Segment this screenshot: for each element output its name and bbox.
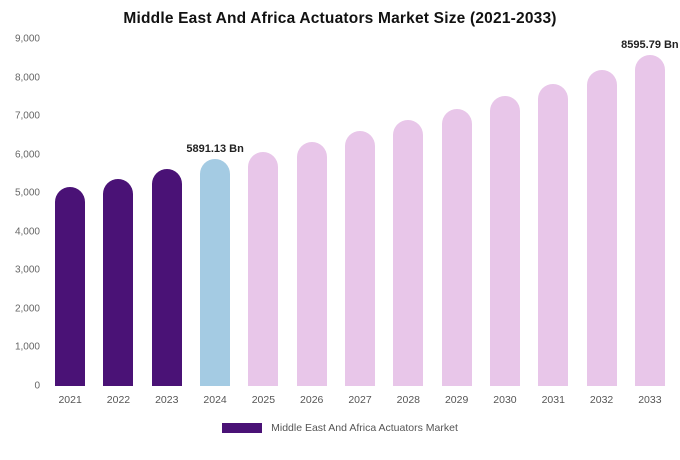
- bar-column-2022: [94, 39, 142, 386]
- x-axis-label-2029: 2029: [444, 394, 469, 406]
- bar-column-2030: [481, 39, 529, 386]
- bar-column-2025: [239, 39, 287, 386]
- bar-2033[interactable]: [634, 55, 665, 386]
- bar-2030[interactable]: [489, 96, 520, 386]
- x-axis-label-2031: 2031: [541, 394, 565, 406]
- y-axis-tick-5000: 5,000: [14, 187, 40, 199]
- bar-2024[interactable]: [200, 158, 231, 386]
- x-axis-label-2024: 2024: [203, 394, 227, 406]
- y-axis-tick-6000: 6,000: [14, 149, 40, 161]
- x-axis-label-2032: 2032: [589, 394, 614, 406]
- bar-2027[interactable]: [345, 131, 376, 386]
- bar-2022[interactable]: [103, 178, 134, 386]
- y-axis-tick-0: 0: [34, 380, 40, 392]
- legend[interactable]: Middle East And Africa Actuators Market: [0, 422, 680, 434]
- bar-2032[interactable]: [586, 70, 617, 386]
- bar-column-2028: [384, 39, 432, 386]
- bar-column-2026: [288, 39, 336, 386]
- bar-column-2033: 8595.79 Bn: [621, 39, 679, 386]
- plot-area: 5891.13 Bn 8595.79 Bn: [46, 39, 679, 386]
- data-label-2033: 8595.79 Bn: [621, 39, 679, 51]
- y-axis-tick-2000: 2,000: [14, 303, 40, 315]
- bar-column-2031: [529, 39, 577, 386]
- chart-area: 0 1,000 2,000 3,000 4,000 5,000 6,000 7,000 8,00…: [8, 34, 679, 407]
- x-axis-label-2027: 2027: [348, 394, 372, 406]
- bar-2023[interactable]: [151, 169, 182, 386]
- data-label-2024: 5891.13 Bn: [186, 142, 244, 155]
- x-axis-label-2023: 2023: [155, 394, 179, 406]
- y-axis-tick-4000: 4,000: [14, 226, 40, 238]
- x-axis-label-2026: 2026: [300, 394, 324, 406]
- x-axis-label-2022: 2022: [106, 394, 131, 406]
- y-axis: 0 1,000 2,000 3,000 4,000 5,000 6,000 7,000 8,00…: [8, 34, 42, 392]
- bar-2031[interactable]: [538, 84, 569, 386]
- bar-2025[interactable]: [248, 151, 279, 386]
- y-axis-tick-1000: 1,000: [14, 341, 40, 353]
- y-axis-tick-7000: 7,000: [14, 110, 40, 122]
- x-axis-label-2025: 2025: [251, 394, 276, 406]
- x-axis: 2021 2022 2023 2024 2025 2026 2027 2028 2029 2030…: [46, 394, 674, 406]
- bar-column-2021: [46, 39, 94, 386]
- x-axis-label-2030: 2030: [493, 394, 517, 406]
- bar-column-2032: [577, 39, 625, 386]
- x-axis-label-2033: 2033: [638, 394, 662, 406]
- x-axis-label-2028: 2028: [396, 394, 421, 406]
- legend-swatch: [222, 423, 263, 433]
- bar-2029[interactable]: [441, 109, 472, 386]
- bar-2021[interactable]: [55, 187, 86, 386]
- y-axis-tick-8000: 8,000: [14, 72, 40, 84]
- bar-column-2023: [143, 39, 191, 386]
- legend-label: Middle East And Africa Actuators Market: [271, 422, 458, 434]
- x-axis-label-2021: 2021: [58, 394, 82, 406]
- bar-column-2027: [336, 39, 384, 386]
- bar-column-2029: [433, 39, 481, 386]
- bar-column-2024: 5891.13 Bn: [186, 39, 244, 386]
- bar-2026[interactable]: [296, 141, 327, 386]
- bar-2028[interactable]: [393, 119, 424, 386]
- y-axis-tick-9000: 9,000: [14, 33, 40, 45]
- y-axis-tick-3000: 3,000: [14, 264, 40, 276]
- chart-title: Middle East And Africa Actuators Market …: [123, 10, 557, 27]
